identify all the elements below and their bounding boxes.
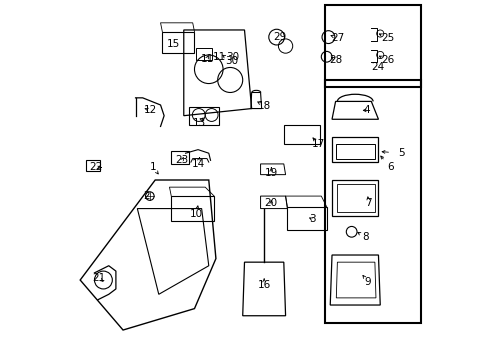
Text: 20: 20 [264,198,277,208]
Text: 22: 22 [89,162,102,172]
Text: 16: 16 [257,280,270,291]
Text: 4: 4 [363,105,369,115]
Text: 28: 28 [329,55,342,65]
Bar [324,80,421,323]
Text: 30: 30 [225,57,238,66]
Text: 14: 14 [191,159,204,169]
Bar [324,5,421,87]
Text: 18: 18 [257,101,270,111]
Text: 29: 29 [273,32,286,42]
Text: 26: 26 [380,55,393,65]
Text: 8: 8 [361,232,368,242]
Text: 21: 21 [92,273,105,283]
Text: 19: 19 [264,168,277,178]
Text: 13: 13 [193,118,206,128]
Text: 24: 24 [370,63,384,72]
Text: 1: 1 [150,162,156,172]
Text: 11: 11 [200,54,213,64]
Text: 25: 25 [380,33,393,43]
Text: 9: 9 [364,277,370,287]
Text: 6: 6 [386,162,393,172]
Text: 17: 17 [311,139,325,149]
Text: 12: 12 [144,105,157,115]
Text: 5: 5 [398,148,404,158]
Text: 15: 15 [166,39,179,49]
Text: 27: 27 [330,33,343,43]
Text: 30: 30 [225,52,239,62]
Text: 3: 3 [308,214,315,224]
Text: 10: 10 [189,209,203,219]
Text: 2: 2 [142,191,149,201]
Text: 23: 23 [175,156,188,165]
Text: 11: 11 [212,52,225,62]
Text: 7: 7 [365,198,371,208]
